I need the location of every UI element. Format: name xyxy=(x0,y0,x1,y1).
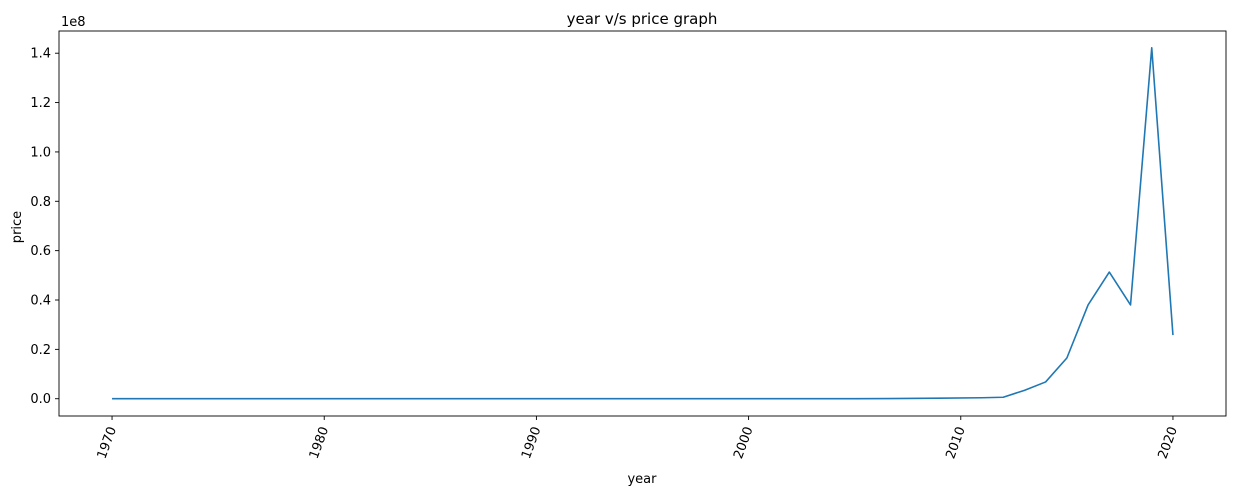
y-tick-label: 0.6 xyxy=(30,244,51,259)
y-tick-label: 0.0 xyxy=(30,392,51,407)
x-tick-label: 1980 xyxy=(307,425,332,461)
chart-title: year v/s price graph xyxy=(567,10,718,28)
x-tick-label: 2000 xyxy=(731,425,756,461)
x-axis-label: year xyxy=(627,472,657,487)
x-tick-label: 1970 xyxy=(95,425,120,461)
plot-area: 1970 1980 1990 2000 2010 2020 0.0 0.2 0.4 0.6 0.8 1… xyxy=(30,30,1227,461)
y-tick-label: 1.0 xyxy=(30,145,51,160)
y-tick-label: 0.8 xyxy=(30,195,51,210)
y-tick-label: 1.2 xyxy=(30,96,51,111)
x-tick-label: 2010 xyxy=(943,425,968,461)
y-tick-label: 0.4 xyxy=(30,294,51,309)
y-tick-label: 0.2 xyxy=(30,343,51,358)
x-tick-label: 2020 xyxy=(1156,425,1181,461)
x-tick-label: 1990 xyxy=(519,425,544,461)
y-tick-label: 1.4 xyxy=(30,47,51,62)
y-axis-label: price xyxy=(10,211,25,243)
y-offset-label: 1e8 xyxy=(61,15,86,30)
series-line-0 xyxy=(112,46,1174,400)
axes-frame xyxy=(58,30,1227,417)
